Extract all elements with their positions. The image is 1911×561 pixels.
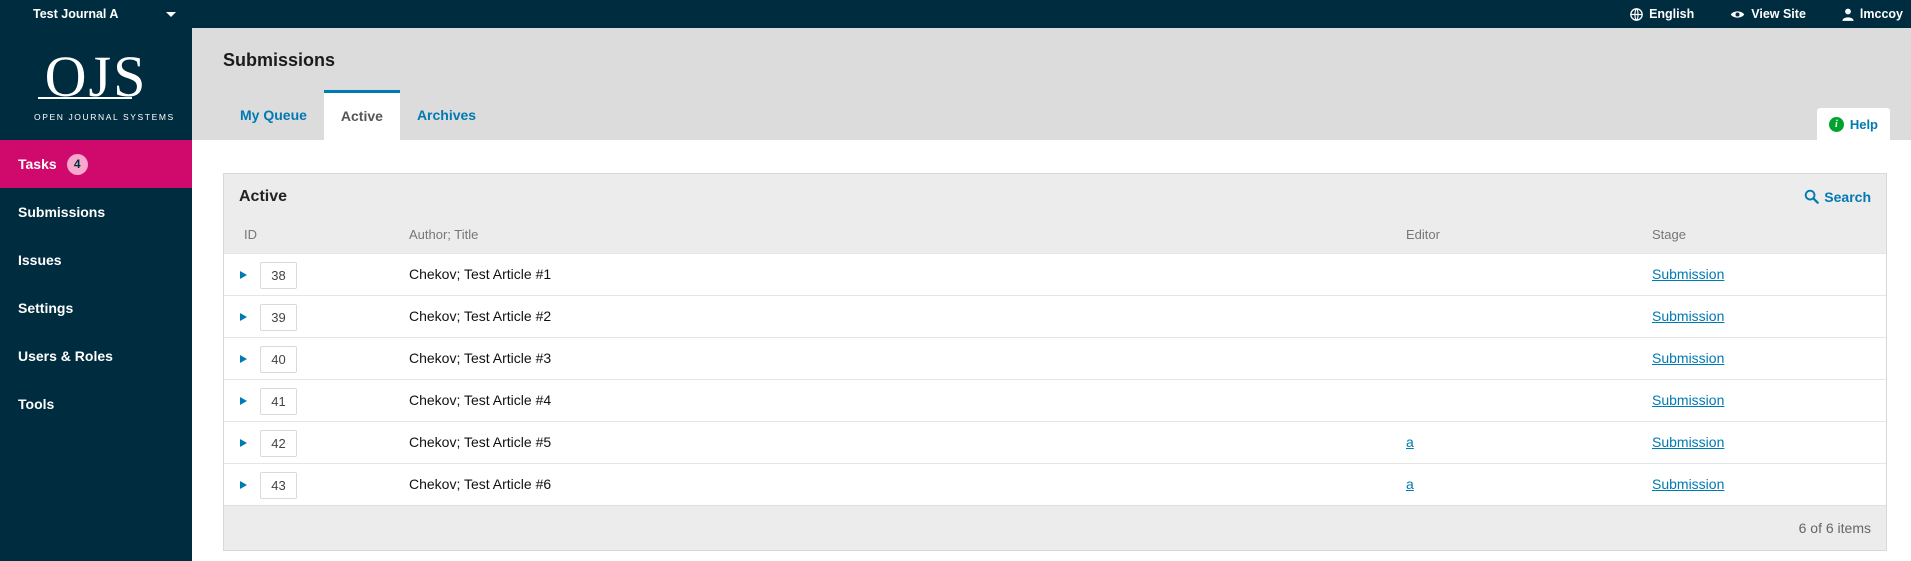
sidebar-item-tasks[interactable]: Tasks 4	[0, 140, 192, 188]
globe-icon	[1630, 7, 1643, 21]
help-label: Help	[1849, 116, 1878, 132]
table-row: 41 Chekov; Test Article #4 Submission	[224, 379, 1886, 421]
expand-row-button[interactable]	[240, 397, 247, 405]
page-title: Submissions	[223, 50, 336, 70]
row-title: Chekov; Test Article #3	[409, 350, 552, 366]
help-button[interactable]: i Help	[1816, 108, 1890, 140]
row-title: Chekov; Test Article #2	[409, 308, 552, 324]
page-header: Submissions My Queue Active Archives i H…	[192, 28, 1911, 140]
column-header-stage: Stage	[1652, 227, 1686, 242]
row-stage-link[interactable]: Submission	[1652, 434, 1725, 450]
panel-header: Active Search	[224, 174, 1886, 219]
row-editor-link[interactable]: a	[1406, 476, 1414, 492]
sidebar-item-label: Submissions	[18, 204, 106, 220]
sidebar-item-label: Settings	[18, 300, 74, 316]
items-count: 6 of 6 items	[224, 505, 1886, 550]
user-menu-link[interactable]: lmccoy	[1842, 7, 1903, 21]
table-row: 43 Chekov; Test Article #6 a Submission	[224, 463, 1886, 505]
language-link[interactable]: English	[1630, 7, 1694, 21]
info-icon: i	[1828, 116, 1844, 132]
submissions-list: 38 Chekov; Test Article #1 Submission 39…	[224, 253, 1886, 505]
journal-name: Test Journal A	[33, 7, 119, 21]
row-title: Chekov; Test Article #1	[409, 266, 552, 282]
sidebar-item-label: Tasks	[18, 156, 57, 172]
active-submissions-panel: Active Search ID Author; Title Editor St…	[223, 173, 1887, 551]
expand-row-button[interactable]	[240, 271, 247, 279]
table-row: 40 Chekov; Test Article #3 Submission	[224, 337, 1886, 379]
column-header-author-title: Author; Title	[409, 227, 479, 242]
submission-id: 41	[260, 388, 297, 415]
sidebar-item-submissions[interactable]: Submissions	[0, 188, 192, 236]
expand-row-button[interactable]	[240, 313, 247, 321]
table-row: 38 Chekov; Test Article #1 Submission	[224, 253, 1886, 295]
row-stage-link[interactable]: Submission	[1652, 476, 1725, 492]
submission-id: 39	[260, 304, 297, 331]
submission-id: 42	[260, 430, 297, 457]
sidebar-item-settings[interactable]: Settings	[0, 284, 192, 332]
row-stage-link[interactable]: Submission	[1652, 350, 1725, 366]
tab-active[interactable]: Active	[323, 90, 400, 140]
expand-row-button[interactable]	[240, 481, 247, 489]
sidebar-item-tools[interactable]: Tools	[0, 380, 192, 428]
tab-my-queue[interactable]: My Queue	[240, 107, 307, 123]
table-header-row: ID Author; Title Editor Stage	[224, 219, 1886, 253]
submission-id: 40	[260, 346, 297, 373]
expand-row-button[interactable]	[240, 439, 247, 447]
row-stage-link[interactable]: Submission	[1652, 392, 1725, 408]
row-editor-link[interactable]: a	[1406, 434, 1414, 450]
username-label: lmccoy	[1859, 7, 1903, 21]
panel-title: Active	[239, 187, 288, 205]
tab-bar: My Queue Active Archives	[223, 90, 493, 140]
column-header-editor: Editor	[1406, 227, 1440, 242]
ojs-logo-text: OJS	[34, 48, 158, 106]
column-header-id: ID	[244, 227, 257, 242]
sidebar-item-label: Users & Roles	[18, 348, 113, 364]
user-icon	[1842, 8, 1854, 21]
search-label: Search	[1824, 188, 1871, 205]
sidebar-item-users-roles[interactable]: Users & Roles	[0, 332, 192, 380]
view-site-label: View Site	[1751, 7, 1806, 21]
table-row: 39 Chekov; Test Article #2 Submission	[224, 295, 1886, 337]
row-title: Chekov; Test Article #5	[409, 434, 552, 450]
ojs-logo-subtext: OPEN JOURNAL SYSTEMS	[34, 112, 175, 122]
row-stage-link[interactable]: Submission	[1652, 266, 1725, 282]
view-site-link[interactable]: View Site	[1730, 7, 1806, 21]
sidebar-item-label: Tools	[18, 396, 55, 412]
journal-dropdown[interactable]: Test Journal A	[0, 0, 192, 28]
search-icon	[1805, 189, 1820, 204]
submission-id: 43	[260, 472, 297, 499]
search-button[interactable]: Search	[1804, 189, 1871, 205]
submission-id: 38	[260, 262, 297, 289]
row-title: Chekov; Test Article #6	[409, 476, 552, 492]
topbar: Test Journal A English View Site lmccoy	[0, 0, 1911, 28]
eye-icon	[1731, 10, 1745, 18]
row-stage-link[interactable]: Submission	[1652, 308, 1725, 324]
ojs-logo: OJS OPEN JOURNAL SYSTEMS	[34, 48, 175, 123]
tasks-count-badge: 4	[66, 153, 88, 175]
sidebar-item-label: Issues	[18, 252, 62, 268]
language-label: English	[1649, 7, 1695, 21]
sidebar: OJS OPEN JOURNAL SYSTEMS Tasks 4 Submiss…	[0, 28, 192, 561]
expand-row-button[interactable]	[240, 355, 247, 363]
tab-archives[interactable]: Archives	[416, 107, 477, 123]
chevron-down-icon	[166, 12, 176, 17]
topbar-nav: English View Site lmccoy	[1630, 0, 1903, 28]
sidebar-item-issues[interactable]: Issues	[0, 236, 192, 284]
table-row: 42 Chekov; Test Article #5 a Submission	[224, 421, 1886, 463]
row-title: Chekov; Test Article #4	[409, 392, 552, 408]
sidebar-nav: Tasks 4 Submissions Issues Settings User…	[0, 140, 192, 428]
